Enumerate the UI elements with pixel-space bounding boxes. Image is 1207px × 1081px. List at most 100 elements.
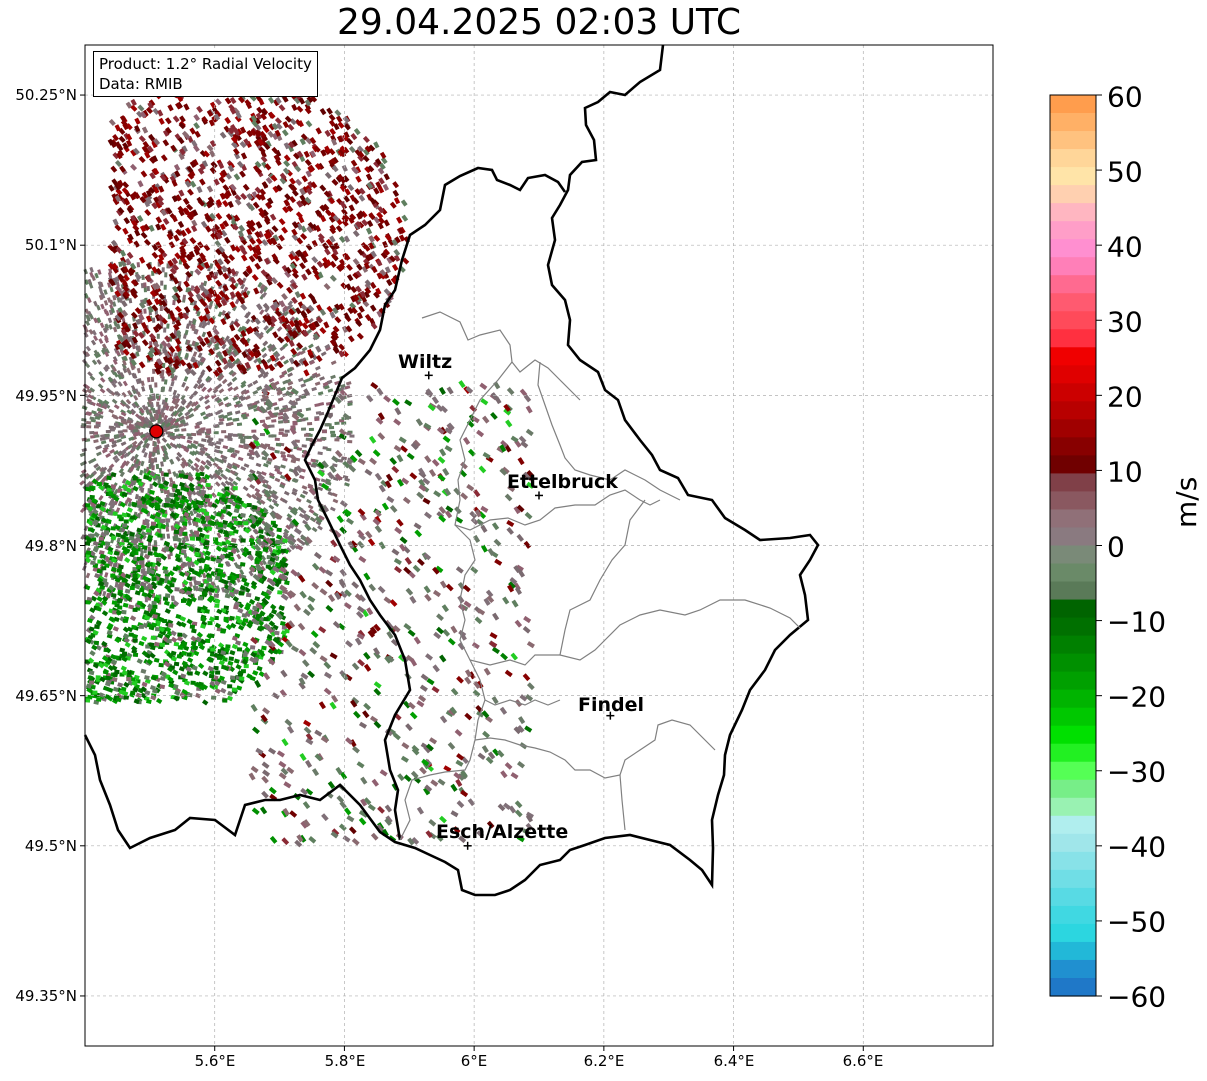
echo-bin <box>146 622 153 629</box>
echo-bin <box>279 566 288 574</box>
echo-bin <box>280 464 286 469</box>
echo-bin <box>206 454 213 460</box>
echo-bin <box>124 588 131 594</box>
echo-bin <box>114 637 121 644</box>
echo-bin <box>159 173 167 182</box>
echo-bin <box>173 495 180 502</box>
echo-bin <box>229 107 237 115</box>
echo-bin <box>344 482 350 487</box>
echo-bin <box>272 624 279 631</box>
echo-bin <box>142 575 149 582</box>
echo-bin <box>396 478 405 487</box>
echo-bin <box>159 518 166 523</box>
echo-bin <box>394 407 402 416</box>
echo-bin <box>197 167 205 175</box>
echo-bin <box>261 645 267 651</box>
echo-bin <box>198 466 205 473</box>
echo-bin <box>160 299 168 308</box>
echo-bin <box>305 187 313 196</box>
echo-bin <box>132 485 139 492</box>
echo-bin <box>150 376 155 382</box>
echo-bin <box>150 675 157 681</box>
echo-bin <box>176 285 183 293</box>
echo-bin <box>183 511 190 518</box>
echo-bin <box>174 695 180 701</box>
echo-bin <box>143 452 148 458</box>
echo-bin <box>255 496 262 502</box>
echo-bin <box>164 593 171 598</box>
echo-bin <box>111 500 117 507</box>
echo-bin <box>224 539 232 546</box>
echo-bin <box>215 199 223 207</box>
echo-bin <box>141 650 149 657</box>
echo-bin <box>354 593 363 601</box>
echo-bin <box>520 440 529 449</box>
echo-bin <box>91 644 98 651</box>
echo-bin <box>160 371 165 377</box>
echo-bin <box>170 636 178 643</box>
echo-bin <box>346 432 352 436</box>
echo-bin <box>246 129 254 138</box>
echo-bin <box>123 530 130 537</box>
echo-bin <box>152 289 160 297</box>
echo-bin <box>139 433 146 439</box>
echo-bin <box>214 396 221 402</box>
echo-bin <box>312 268 320 276</box>
echo-bin <box>320 351 327 357</box>
echo-bin <box>190 432 197 437</box>
echo-bin <box>226 267 233 275</box>
echo-bin <box>240 192 248 200</box>
echo-bin <box>189 160 197 169</box>
echo-bin <box>122 429 128 433</box>
echo-bin <box>159 343 163 349</box>
echo-bin <box>81 417 87 422</box>
echo-bin <box>89 271 94 278</box>
echo-bin <box>234 270 240 277</box>
echo-bin <box>139 111 147 119</box>
echo-bin <box>350 295 357 303</box>
echo-bin <box>100 524 107 531</box>
echo-bin <box>227 164 235 173</box>
echo-bin <box>283 490 290 496</box>
echo-bin <box>288 253 295 261</box>
echo-bin <box>365 173 373 181</box>
echo-bin <box>172 410 178 417</box>
echo-bin <box>127 501 132 507</box>
echo-bin <box>155 201 163 209</box>
echo-bin <box>259 287 265 294</box>
echo-bin <box>267 130 275 138</box>
echo-bin <box>242 485 249 492</box>
echo-bin <box>283 408 290 413</box>
echo-bin <box>168 366 176 374</box>
echo-bin <box>277 590 283 595</box>
echo-bin <box>99 676 106 683</box>
echo-bin <box>229 650 236 656</box>
echo-bin <box>435 834 444 842</box>
echo-bin <box>135 425 141 430</box>
echo-bin <box>261 449 270 458</box>
echo-bin <box>130 690 136 696</box>
echo-bin <box>263 521 272 530</box>
echo-bin <box>314 381 321 386</box>
echo-bin <box>482 415 490 424</box>
echo-bin <box>220 679 227 685</box>
echo-bin <box>253 343 260 351</box>
echo-bin <box>156 194 164 203</box>
echo-bin <box>92 555 98 562</box>
echo-bin <box>130 104 138 112</box>
echo-bin <box>172 683 179 690</box>
echo-bin <box>253 351 260 359</box>
echo-bin <box>287 329 295 337</box>
echo-bin <box>101 347 107 354</box>
echo-bin <box>345 381 352 386</box>
echo-bin <box>171 179 178 187</box>
echo-bin <box>248 455 255 461</box>
echo-bin <box>143 468 148 474</box>
echo-bin <box>133 698 140 705</box>
echo-bin <box>253 287 260 295</box>
echo-bin <box>192 351 198 358</box>
echo-bin <box>188 210 196 219</box>
echo-bin <box>345 263 353 272</box>
echo-bin <box>149 341 153 347</box>
echo-bin <box>111 557 118 564</box>
